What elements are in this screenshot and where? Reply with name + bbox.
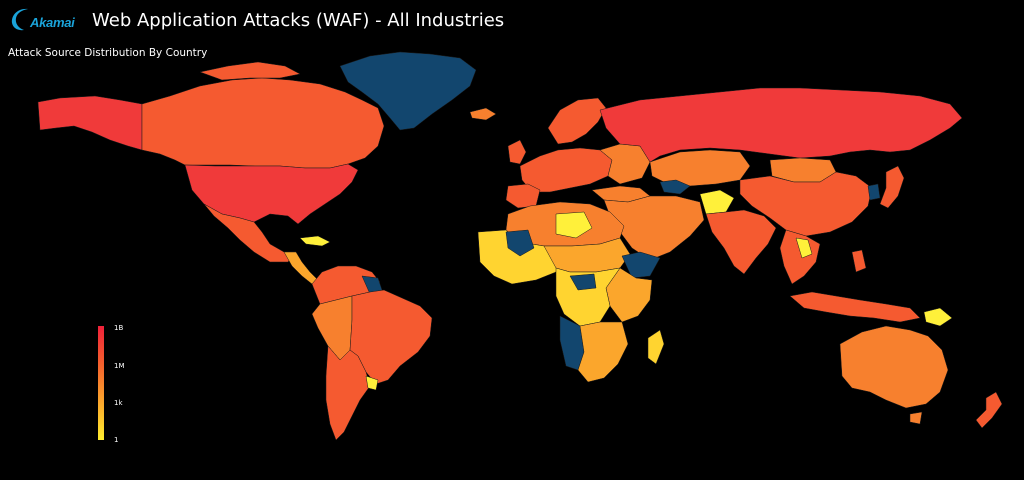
region-new-zealand[interactable] [975,391,1003,429]
region-philippines[interactable] [851,249,867,273]
region-iceland[interactable] [469,107,497,121]
region-uk-ireland[interactable] [507,139,527,165]
region-indochina-low[interactable] [795,237,813,259]
region-scandinavia[interactable] [547,97,607,145]
region-india[interactable] [705,209,777,275]
region-guyana[interactable] [361,275,383,295]
region-madagascar[interactable] [647,329,665,365]
region-papua[interactable] [923,307,953,327]
region-tasmania[interactable] [909,411,923,425]
legend-label-1k: 1k [114,399,123,407]
region-uruguay[interactable] [365,375,379,391]
region-united-states[interactable] [184,163,359,225]
legend-label-1m: 1M [114,362,125,370]
region-indonesia[interactable] [789,291,921,323]
map-subtitle: Attack Source Distribution By Country [8,47,208,59]
region-western-europe[interactable] [519,147,613,193]
region-sahara-low[interactable] [555,211,593,239]
akamai-logo: Akamai [8,6,75,32]
region-canada-islands[interactable] [199,61,301,81]
akamai-wave-icon [11,8,28,31]
region-central-no-data[interactable] [569,273,597,291]
legend-color-scale [98,326,104,440]
region-greenland[interactable] [339,51,477,131]
region-central-america[interactable] [283,251,319,285]
region-alaska[interactable] [37,95,143,151]
region-iberia[interactable] [505,183,541,209]
logo-text: Akamai [30,15,75,30]
legend-label-1b: 1B [114,324,124,332]
region-korea[interactable] [867,183,881,201]
region-central-africa[interactable] [555,267,621,327]
region-afghanistan[interactable] [699,189,735,215]
region-china[interactable] [739,171,873,237]
region-kazakhstan[interactable] [649,149,751,187]
region-southern-africa[interactable] [577,321,629,383]
region-southeast-asia[interactable] [779,229,821,285]
region-caucasus[interactable] [659,179,691,195]
region-canada[interactable] [141,77,385,169]
page-title: Web Application Attacks (WAF) - All Indu… [92,10,505,31]
region-russia[interactable] [599,87,963,163]
region-caribbean[interactable] [299,235,331,247]
region-japan[interactable] [879,165,905,209]
legend-label-1: 1 [114,436,119,444]
region-australia[interactable] [839,325,949,409]
region-argentina-chile[interactable] [325,345,371,441]
region-mali[interactable] [505,229,535,257]
